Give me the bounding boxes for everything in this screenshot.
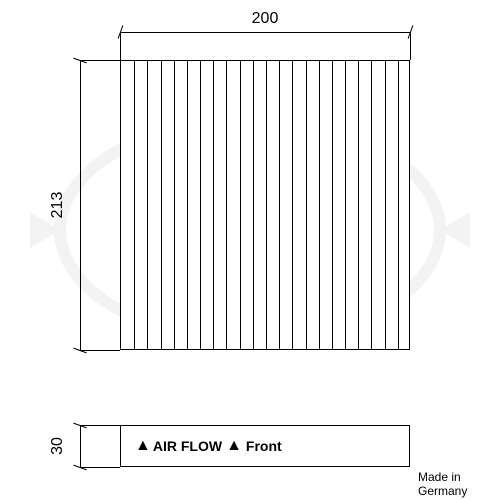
arrow-up-icon: ▲: [135, 438, 151, 454]
pleat-line: [358, 61, 359, 349]
made-in-label: Made in Germany: [418, 470, 500, 498]
pleat-line: [240, 61, 241, 349]
dim-width-ext-right: [410, 32, 411, 60]
dim-thick-label: 30: [49, 437, 67, 455]
pleat-line: [134, 61, 135, 349]
front-label: Front: [246, 438, 282, 454]
dim-thick-ext-top: [80, 425, 120, 426]
pleat-line: [253, 61, 254, 349]
dim-thick-ext-bottom: [80, 467, 120, 468]
dim-width-label: 200: [252, 10, 279, 28]
pleat-line: [371, 61, 372, 349]
filter-top-view: [120, 60, 410, 350]
pleat-line: [213, 61, 214, 349]
dim-width-ext-left: [120, 32, 121, 60]
pleat-line: [266, 61, 267, 349]
pleat-line: [174, 61, 175, 349]
pleat-line: [147, 61, 148, 349]
pleat-line: [385, 61, 386, 349]
pleat-line: [332, 61, 333, 349]
pleat-line: [398, 61, 399, 349]
airflow-label: AIR FLOW: [153, 438, 222, 454]
pleat-line: [306, 61, 307, 349]
dim-height-line: [80, 60, 81, 350]
pleat-line: [226, 61, 227, 349]
pleat-line: [279, 61, 280, 349]
pleat-line: [161, 61, 162, 349]
drawing-canvas: 200 213 30 ▲ AIR FLOW ▲ Front Made in Ge…: [0, 0, 500, 500]
pleat-line: [292, 61, 293, 349]
dim-height-ext-top: [80, 60, 120, 61]
pleat-line: [345, 61, 346, 349]
dim-width-line: [120, 32, 410, 33]
arrow-up-icon: ▲: [226, 438, 242, 454]
filter-side-view: ▲ AIR FLOW ▲ Front: [120, 425, 410, 467]
dim-height-label: 213: [49, 192, 67, 219]
pleat-line: [319, 61, 320, 349]
dim-thick-line: [80, 425, 81, 467]
pleat-line: [200, 61, 201, 349]
dim-height-ext-bottom: [80, 350, 120, 351]
pleat-line: [187, 61, 188, 349]
